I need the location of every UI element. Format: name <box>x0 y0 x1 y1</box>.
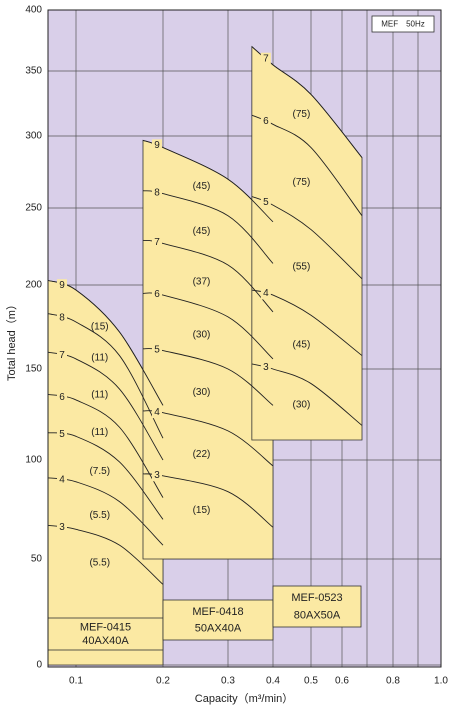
stage-label: 5 <box>59 429 65 440</box>
motor-label: (45) <box>293 340 311 351</box>
head-curve <box>142 139 274 223</box>
y-tick-label: 100 <box>25 455 42 466</box>
head-curve <box>142 292 274 360</box>
stage-label: 9 <box>154 140 160 151</box>
y-tick-label: 400 <box>25 5 42 16</box>
head-curve <box>251 289 363 356</box>
stage-label-bg <box>260 196 271 209</box>
x-tick-label: 0.2 <box>156 676 170 687</box>
legend-label: MEF 50Hz <box>381 20 425 29</box>
motor-label: (30) <box>193 329 211 340</box>
y-tick-label: 300 <box>25 131 42 142</box>
head-curve <box>142 473 274 528</box>
x-tick-label: 0.6 <box>335 676 349 687</box>
stage-label: 5 <box>154 345 160 356</box>
y-tick-label: 0 <box>36 660 42 671</box>
stage-label: 7 <box>263 53 269 64</box>
stage-label: 7 <box>59 350 65 361</box>
stage-label-bg <box>151 469 162 482</box>
head-curve <box>142 410 274 467</box>
stage-label: 5 <box>263 197 269 208</box>
stage-label-bg <box>260 361 271 374</box>
motor-label: (37) <box>193 277 211 288</box>
stage-label: 3 <box>263 362 269 373</box>
x-tick-label: 1.0 <box>434 676 448 687</box>
motor-label: (75) <box>293 109 311 120</box>
stage-label: 3 <box>154 470 160 481</box>
motor-label: (45) <box>193 181 211 192</box>
x-axis-label: Capacity（m³/min） <box>195 692 293 705</box>
y-tick-label: 200 <box>25 280 42 291</box>
x-tick-label: 0.4 <box>266 676 280 687</box>
x-tick-label: 0.8 <box>386 676 400 687</box>
stage-label-bg <box>57 311 67 324</box>
stage-label-bg <box>151 186 162 199</box>
motor-label: (15) <box>91 321 109 332</box>
stage-label-bg <box>260 52 271 65</box>
stage-label-bg <box>57 428 67 441</box>
x-tick-label: 0.1 <box>69 676 83 687</box>
stage-label-bg <box>151 344 162 357</box>
stage-label: 7 <box>154 237 160 248</box>
stage-label: 6 <box>154 289 160 300</box>
motor-label: (5.5) <box>89 558 110 569</box>
motor-label: (11) <box>91 390 108 401</box>
stage-label-bg <box>57 473 67 486</box>
y-tick-label: 50 <box>31 554 43 565</box>
y-tick-label: 150 <box>25 364 42 375</box>
model-size: 50AX40A <box>195 623 242 635</box>
motor-label: (45) <box>193 226 211 237</box>
head-curve <box>142 190 274 264</box>
motor-label: (75) <box>293 177 311 188</box>
model-name: MEF-0418 <box>192 606 243 618</box>
motor-label: (7.5) <box>89 466 110 477</box>
motor-label: (55) <box>293 261 311 272</box>
stage-label-bg <box>260 115 271 128</box>
stage-label-bg <box>57 349 67 362</box>
stage-label: 6 <box>59 392 65 403</box>
head-curve <box>142 348 274 406</box>
head-curve <box>251 196 363 280</box>
y-tick-label: 350 <box>25 66 42 77</box>
stage-label-bg <box>151 406 162 419</box>
legend-box <box>371 15 435 33</box>
stage-label: 8 <box>59 312 65 323</box>
x-tick-label: 0.3 <box>221 676 235 687</box>
stage-label: 3 <box>59 522 65 533</box>
stage-label: 4 <box>59 474 65 485</box>
labels: 9 (15) 8 (11) 7 (11) 6 (11) 5 (7.5) 4 (5.5) 3 (5.5) ME… <box>47 52 362 651</box>
stage-label: 6 <box>263 116 269 127</box>
stage-label-bg <box>151 236 162 249</box>
stage-label-bg <box>151 139 162 152</box>
y-tick-label: 250 <box>25 203 42 214</box>
stage-label: 9 <box>59 280 65 291</box>
stage-label: 4 <box>263 288 269 299</box>
model-name: MEF-0415 <box>80 622 131 634</box>
plot-frame <box>47 9 442 668</box>
motor-label: (22) <box>193 449 211 460</box>
regions <box>47 45 363 666</box>
motor-label: (11) <box>91 352 108 363</box>
model-name: MEF-0523 <box>291 592 342 604</box>
stage-label-bg <box>57 279 67 292</box>
motor-label: (30) <box>293 400 311 411</box>
stage-label-bg <box>57 391 67 404</box>
stage-label-bg <box>57 521 67 534</box>
model-box <box>162 599 274 641</box>
model-box <box>272 585 362 628</box>
head-curve <box>251 363 363 426</box>
motor-label: (30) <box>193 387 211 398</box>
x-tick-label: 0.5 <box>304 676 318 687</box>
model-size: 80AX50A <box>294 609 341 621</box>
stage-label-bg <box>151 288 162 301</box>
motor-label: (11) <box>91 427 108 438</box>
motor-label: (5.5) <box>89 510 110 521</box>
motor-label: (15) <box>193 505 211 516</box>
stage-label-bg <box>260 287 271 300</box>
model-size: 40AX40A <box>82 635 129 647</box>
y-axis-label: Total head（m） <box>5 299 18 381</box>
stage-label: 4 <box>154 407 160 418</box>
stage-label: 8 <box>154 187 160 198</box>
